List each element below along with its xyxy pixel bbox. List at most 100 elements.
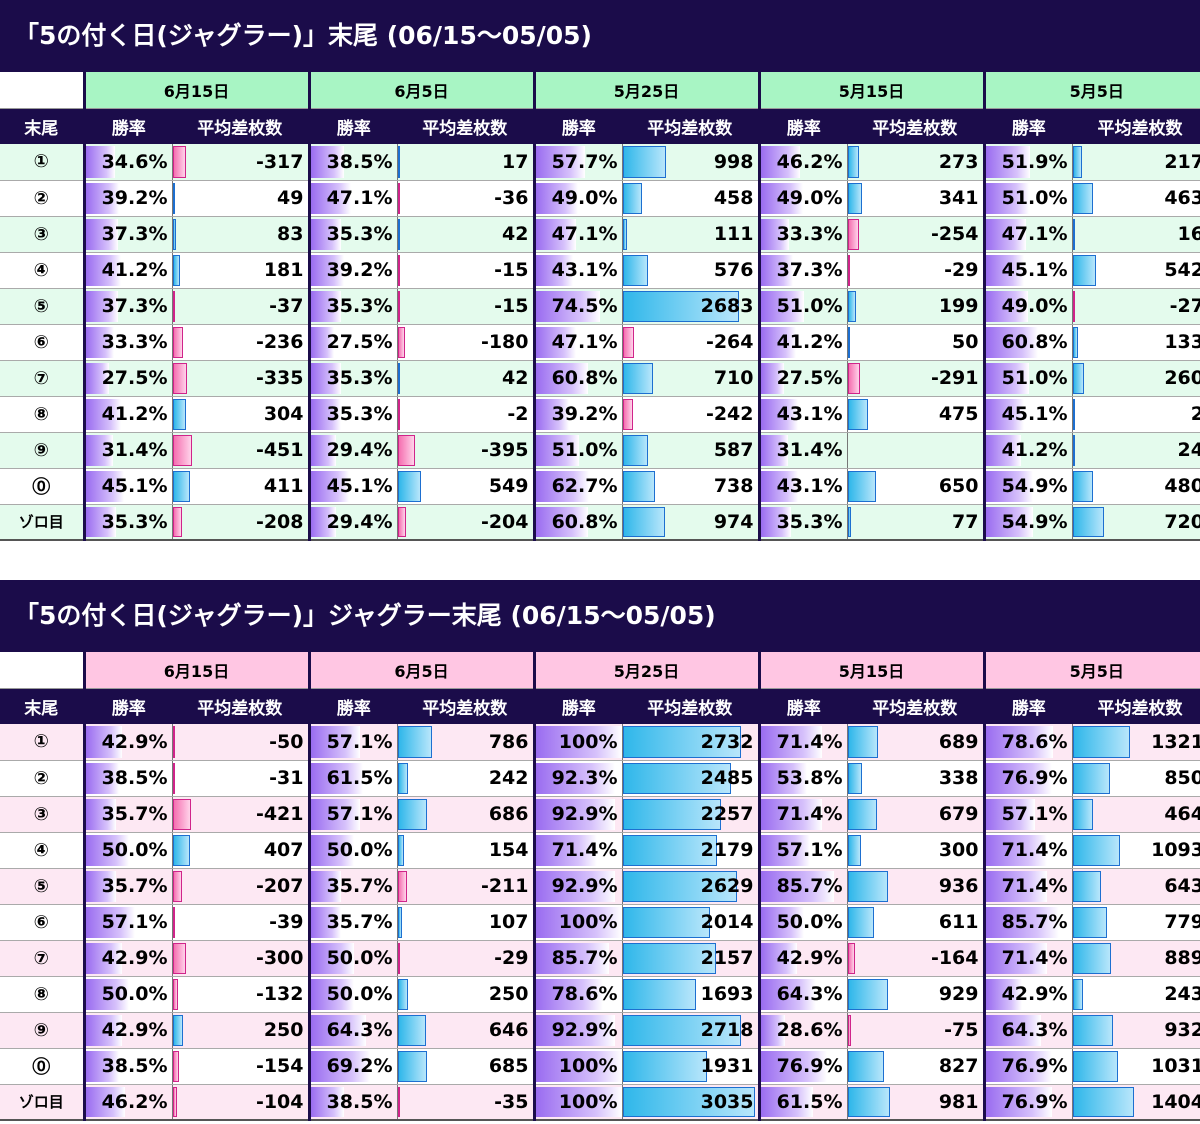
avg-diff-value: 1321 (1151, 730, 1200, 753)
win-rate-bar (760, 506, 791, 537)
avg-diff-value: 2179 (700, 839, 754, 861)
table-row: ⑤ 37.3% -37 35.3% -15 74.5% 2683 51.0% 199 49.0% -… (0, 288, 1200, 325)
row-key: ⑨ (0, 432, 84, 469)
data-table: 6月15日 6月5日 5月25日 5月15日 5月5日 末尾 勝率 平均差枚数 勝率 平均差枚数勝… (0, 72, 1200, 541)
row-key: ⓪ (0, 1048, 84, 1085)
avg-diff-bar (172, 506, 182, 537)
avg-diff-bar (172, 726, 175, 758)
row-key: ⓪ (0, 468, 84, 505)
win-rate-cell: 42.9% (82, 724, 172, 761)
avg-diff-value: 611 (938, 911, 979, 933)
win-rate-bar (85, 942, 123, 974)
win-rate-value: 39.2% (326, 259, 393, 281)
win-rate-value: 43.1% (551, 259, 618, 281)
avg-diff-value: 480 (1164, 475, 1200, 497)
col-header-diff: 平均差枚数 (397, 688, 534, 724)
win-rate-value: 38.5% (326, 150, 393, 173)
win-rate-bar (310, 290, 341, 322)
win-rate-cell: 35.3% (307, 396, 397, 433)
win-rate-value: 35.3% (326, 295, 393, 317)
avg-diff-value: 646 (488, 1019, 529, 1041)
avg-diff-cell: -50 (171, 724, 309, 761)
avg-diff-cell: 83 (171, 216, 309, 253)
table-row: ⑨ 42.9% 250 64.3% 646 92.9% 2718 28.6% -75 64.3% 9… (0, 1012, 1200, 1049)
avg-diff-value: 679 (938, 803, 979, 825)
avg-diff-cell: 850 (1071, 760, 1200, 797)
row-key: ⑦ (0, 940, 84, 977)
win-rate-cell: 71.4% (532, 832, 622, 869)
avg-diff-value: 107 (488, 911, 529, 933)
date-header: 5月5日 (982, 652, 1200, 689)
win-rate-bar (535, 798, 616, 830)
avg-diff-cell: 17 (396, 144, 534, 181)
win-rate-value: 50.0% (776, 911, 843, 933)
win-rate-cell: 43.1% (757, 396, 847, 433)
avg-diff-cell: 2732 (621, 724, 759, 761)
win-rate-cell: 38.5% (307, 144, 397, 181)
avg-diff-value: 689 (938, 730, 979, 753)
avg-diff-cell: -31 (171, 760, 309, 797)
win-rate-value: 51.0% (551, 439, 618, 461)
avg-diff-bar (172, 398, 186, 430)
avg-diff-value: 981 (938, 1090, 979, 1113)
win-rate-bar (310, 798, 360, 830)
avg-diff-cell: 300 (846, 832, 984, 869)
win-rate-bar (310, 1086, 344, 1117)
avg-diff-value: 576 (713, 259, 754, 281)
win-rate-value: 38.5% (326, 1090, 393, 1113)
table-row: ③ 35.7% -421 57.1% 686 92.9% 2257 71.4% 679 57.1%… (0, 796, 1200, 833)
avg-diff-value: 1931 (700, 1055, 754, 1077)
avg-diff-bar (847, 906, 875, 938)
avg-diff-bar (847, 870, 889, 902)
avg-diff-bar (397, 726, 432, 758)
row-key: ③ (0, 796, 84, 833)
avg-diff-cell: -29 (396, 940, 534, 977)
win-rate-cell: 45.1% (982, 252, 1072, 289)
win-rate-value: 46.2% (101, 1090, 168, 1113)
avg-diff-cell: 42 (396, 216, 534, 253)
avg-diff-cell: 250 (171, 1012, 309, 1049)
avg-diff-bar (1072, 254, 1097, 286)
avg-diff-value: 411 (263, 475, 304, 497)
avg-diff-value: 1404 (1151, 1090, 1200, 1113)
col-header-rate: 勝率 (757, 688, 847, 724)
avg-diff-cell: 16 (1071, 216, 1200, 253)
table-row: ④ 50.0% 407 50.0% 154 71.4% 2179 57.1% 300 71.4% 1… (0, 832, 1200, 869)
avg-diff-cell: 2014 (621, 904, 759, 941)
win-rate-cell: 54.9% (982, 468, 1072, 505)
avg-diff-cell: 936 (846, 868, 984, 905)
avg-diff-cell (846, 432, 984, 469)
win-rate-cell: 41.2% (757, 324, 847, 361)
win-rate-value: 42.9% (101, 947, 168, 969)
win-rate-cell: 46.2% (757, 144, 847, 181)
win-rate-cell: 42.9% (82, 940, 172, 977)
win-rate-cell: 41.2% (982, 432, 1072, 469)
win-rate-cell: 85.7% (532, 940, 622, 977)
win-rate-bar (85, 362, 110, 394)
avg-diff-cell: 689 (846, 724, 984, 761)
avg-diff-cell: -242 (621, 396, 759, 433)
avg-diff-value: 42 (502, 223, 529, 245)
avg-diff-cell: 242 (396, 760, 534, 797)
avg-diff-cell: -15 (396, 288, 534, 325)
avg-diff-bar (847, 1014, 851, 1046)
avg-diff-bar (1072, 326, 1079, 358)
win-rate-cell: 42.9% (757, 940, 847, 977)
avg-diff-value: -29 (944, 259, 979, 281)
avg-diff-value: 407 (263, 839, 304, 861)
win-rate-bar (760, 906, 804, 938)
win-rate-value: 71.4% (1001, 839, 1068, 861)
win-rate-value: 50.0% (101, 983, 168, 1005)
avg-diff-value: -204 (480, 510, 529, 533)
avg-diff-bar (622, 978, 697, 1010)
avg-diff-cell: 710 (621, 360, 759, 397)
avg-diff-value: -29 (494, 947, 529, 969)
avg-diff-bar (622, 870, 737, 902)
win-rate-cell: 57.1% (982, 796, 1072, 833)
win-rate-value: 41.2% (1001, 439, 1068, 461)
avg-diff-cell: 650 (846, 468, 984, 505)
avg-diff-value: 16 (1177, 223, 1200, 245)
win-rate-bar (985, 398, 1025, 430)
avg-diff-bar (172, 254, 181, 286)
win-rate-bar (985, 978, 1023, 1010)
